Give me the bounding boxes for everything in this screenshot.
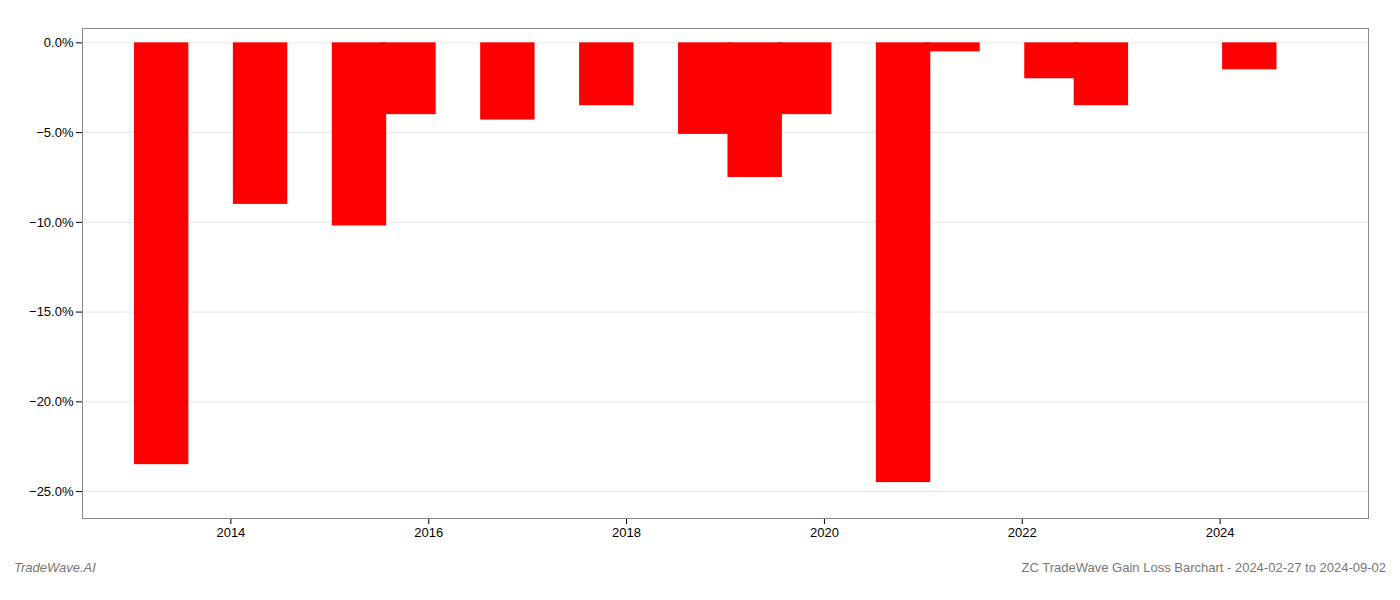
svg-text:−5.0%: −5.0%: [36, 125, 74, 140]
svg-text:2018: 2018: [612, 525, 641, 540]
html-text:TradeWave.AI: TradeWave.AI: [14, 560, 96, 575]
svg-text:2024: 2024: [1206, 525, 1235, 540]
svg-text:2014: 2014: [216, 525, 245, 540]
svg-text:2016: 2016: [414, 525, 443, 540]
svg-text:2022: 2022: [1008, 525, 1037, 540]
svg-text:0.0%: 0.0%: [44, 35, 74, 50]
html-text:ZC TradeWave Gain Loss Barchar: ZC TradeWave Gain Loss Barchart - 2024-0…: [1021, 560, 1386, 575]
svg-text:−10.0%: −10.0%: [29, 215, 74, 230]
svg-text:−15.0%: −15.0%: [29, 304, 74, 319]
svg-text:2020: 2020: [810, 525, 839, 540]
svg-text:−20.0%: −20.0%: [29, 394, 74, 409]
svg-text:−25.0%: −25.0%: [29, 484, 74, 499]
